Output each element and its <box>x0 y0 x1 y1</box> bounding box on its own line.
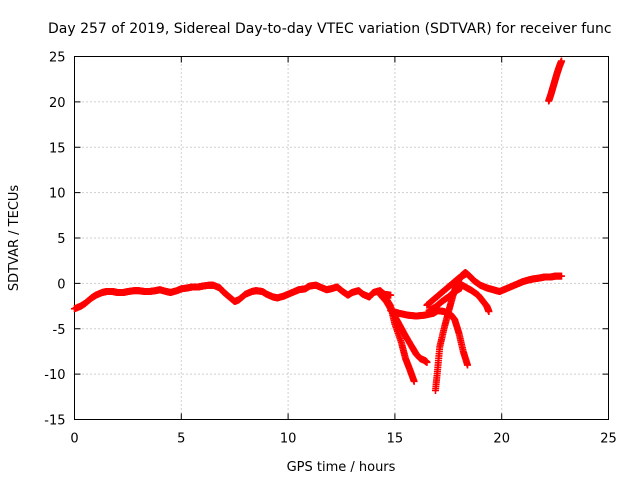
y-tick-label: -15 <box>44 414 65 429</box>
series-branch-1 <box>423 270 469 309</box>
data-point <box>410 377 418 385</box>
x-tick-label: 25 <box>600 432 617 447</box>
y-tick-label: 5 <box>57 232 65 247</box>
data-point <box>464 361 472 369</box>
data-points <box>71 57 566 394</box>
y-tick-label: 0 <box>57 277 65 292</box>
data-point <box>558 272 566 280</box>
chart-title: Day 257 of 2019, Sidereal Day-to-day VTE… <box>48 21 612 37</box>
x-tick-label: 0 <box>70 432 78 447</box>
x-tick-label: 10 <box>280 432 297 447</box>
data-point <box>485 308 493 316</box>
y-tick-label: 10 <box>49 187 66 202</box>
x-tick-label: 15 <box>387 432 404 447</box>
y-tick-label: -10 <box>44 368 65 383</box>
x-axis-title: GPS time / hours <box>287 460 396 475</box>
y-axis-title: SDTVAR / TECUs <box>7 185 22 292</box>
series-branch-3 <box>425 284 465 315</box>
x-tick-label: 5 <box>177 432 185 447</box>
series-main <box>71 281 395 313</box>
x-tick-label: 20 <box>493 432 510 447</box>
data-point <box>457 284 465 292</box>
series-v-recovery <box>431 268 566 394</box>
y-tick-label: -5 <box>53 323 66 338</box>
grid <box>74 56 609 420</box>
y-tick-label: 15 <box>49 141 66 156</box>
data-point <box>558 57 566 65</box>
y-tick-label: 25 <box>49 51 66 66</box>
data-point <box>423 358 431 366</box>
data-point <box>461 270 469 278</box>
y-tick-label: 20 <box>49 96 66 111</box>
series-late <box>545 57 566 105</box>
series-dip-b <box>376 290 431 366</box>
data-point <box>387 291 395 299</box>
axis-ticks: 0 5 10 15 20 25 -15 -10 -5 0 5 10 15 20 25 <box>44 51 617 447</box>
